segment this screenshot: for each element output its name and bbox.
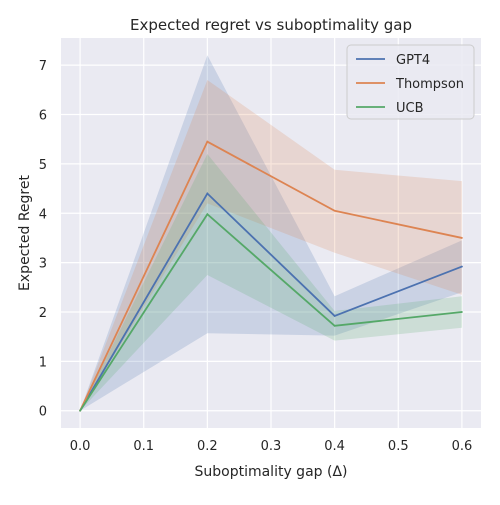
x-tick-label: 0.5 [388,439,409,454]
y-tick-label: 2 [39,306,47,321]
point-ucb [206,213,209,216]
x-tick-label: 0.1 [133,439,154,454]
line-ucb [79,212,463,412]
point-gpt4 [206,192,209,195]
y-tick-label: 0 [39,405,47,420]
y-tick-label: 4 [39,207,47,222]
x-axis-label: Suboptimality gap (Δ) [194,464,347,480]
legend-label-gpt4: GPT4 [396,53,430,68]
x-tick-label: 0.2 [197,439,218,454]
grid [61,38,481,428]
point-thompson [206,140,209,143]
x-tick-label: 0.6 [452,439,473,454]
legend: GPT4 Thompson UCB [346,44,475,120]
y-tick-label: 6 [39,109,47,124]
point-gpt4 [461,265,463,268]
y-tick-label: 3 [39,257,47,272]
point-ucb [333,324,336,327]
chart-title: Expected regret vs suboptimality gap [130,16,412,34]
legend-box [346,44,475,120]
y-tick-label: 5 [39,158,47,173]
point-thompson [461,237,463,239]
line-thompson [79,140,463,412]
y-axis-ticks: 0 1 2 3 4 5 6 7 [39,59,47,420]
y-tick-label: 1 [39,355,47,370]
point-ucb [461,311,463,313]
x-tick-label: 0.3 [261,439,282,454]
x-axis-ticks: 0.0 0.1 0.2 0.3 0.4 0.5 0.6 [70,439,473,454]
line-gpt4 [79,192,463,412]
point-gpt4 [333,315,336,317]
legend-label-thompson: Thompson [395,77,464,92]
band-thompson [80,79,462,411]
y-tick-label: 7 [39,59,47,74]
legend-label-ucb: UCB [396,101,424,116]
y-axis-label: Expected Regret [17,175,33,291]
point-ucb [79,409,81,412]
band-ucb [80,154,462,411]
series-lines [79,140,463,412]
point-thompson [333,209,336,212]
x-tick-label: 0.0 [70,439,91,454]
x-tick-label: 0.4 [324,439,345,454]
